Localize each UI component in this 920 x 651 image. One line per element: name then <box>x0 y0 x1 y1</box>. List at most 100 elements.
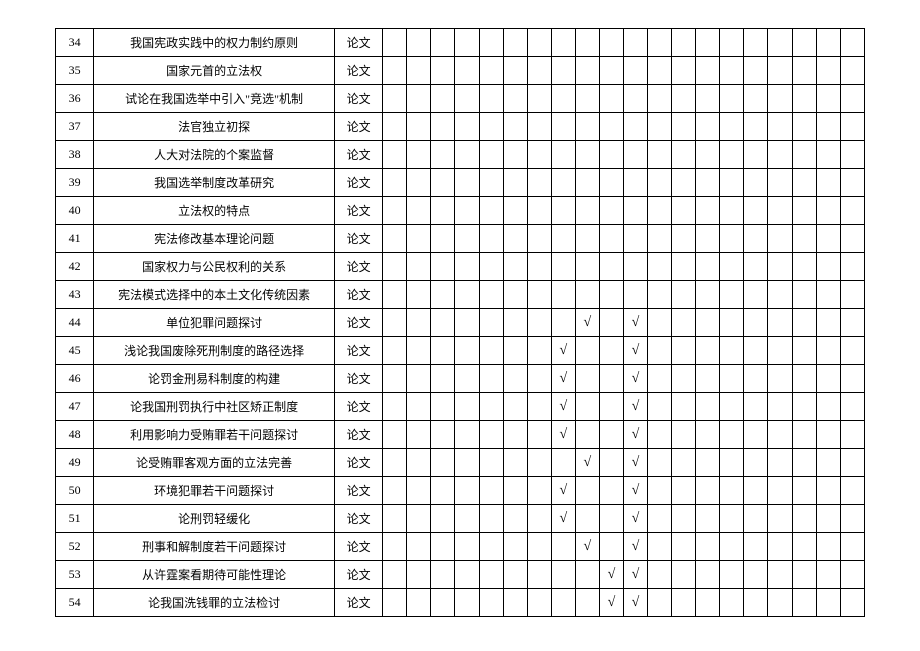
check-cell <box>479 281 503 309</box>
check-cell: √ <box>623 561 647 589</box>
check-cell <box>623 141 647 169</box>
row-title: 法官独立初探 <box>94 113 335 141</box>
check-cell <box>696 393 720 421</box>
check-cell: √ <box>623 505 647 533</box>
check-cell <box>407 309 431 337</box>
check-cell <box>503 57 527 85</box>
check-cell <box>672 393 696 421</box>
check-cell <box>648 197 672 225</box>
table-row: 38人大对法院的个案监督论文 <box>56 141 865 169</box>
check-cell <box>599 197 623 225</box>
check-cell <box>792 141 816 169</box>
check-cell <box>792 337 816 365</box>
check-cell <box>768 533 792 561</box>
check-cell <box>527 365 551 393</box>
check-cell <box>599 477 623 505</box>
check-cell <box>503 533 527 561</box>
check-cell <box>575 477 599 505</box>
check-cell <box>840 253 864 281</box>
check-cell <box>575 141 599 169</box>
check-cell <box>407 281 431 309</box>
check-cell <box>479 113 503 141</box>
check-cell <box>816 589 840 617</box>
check-cell <box>503 29 527 57</box>
check-cell <box>479 589 503 617</box>
check-cell <box>648 365 672 393</box>
row-title: 宪法修改基本理论问题 <box>94 225 335 253</box>
row-number: 37 <box>56 113 94 141</box>
check-cell <box>744 421 768 449</box>
check-cell <box>599 169 623 197</box>
check-cell <box>407 505 431 533</box>
check-cell: √ <box>623 449 647 477</box>
row-title: 论我国洗钱罪的立法检讨 <box>94 589 335 617</box>
check-cell <box>816 85 840 113</box>
check-cell <box>816 561 840 589</box>
check-cell <box>551 281 575 309</box>
check-cell <box>672 477 696 505</box>
check-cell <box>383 57 407 85</box>
row-number: 35 <box>56 57 94 85</box>
check-cell <box>744 477 768 505</box>
check-cell <box>792 589 816 617</box>
row-number: 49 <box>56 449 94 477</box>
check-cell <box>503 477 527 505</box>
row-title: 论刑罚轻缓化 <box>94 505 335 533</box>
check-cell: √ <box>623 533 647 561</box>
check-cell <box>648 561 672 589</box>
check-cell <box>527 141 551 169</box>
check-cell <box>431 365 455 393</box>
check-cell <box>720 449 744 477</box>
check-cell <box>383 85 407 113</box>
check-cell <box>383 393 407 421</box>
check-cell <box>744 533 768 561</box>
check-cell <box>792 421 816 449</box>
check-cell <box>648 421 672 449</box>
table-row: 48利用影响力受贿罪若干问题探讨论文√√ <box>56 421 865 449</box>
check-cell <box>503 113 527 141</box>
check-cell <box>816 337 840 365</box>
check-cell <box>648 393 672 421</box>
table-row: 49论受贿罪客观方面的立法完善论文√√ <box>56 449 865 477</box>
check-cell <box>431 309 455 337</box>
check-cell <box>792 253 816 281</box>
check-cell <box>768 197 792 225</box>
check-cell <box>479 393 503 421</box>
check-cell: √ <box>551 337 575 365</box>
row-type: 论文 <box>335 169 383 197</box>
check-cell <box>768 169 792 197</box>
check-cell <box>407 85 431 113</box>
check-cell <box>792 365 816 393</box>
table-row: 51论刑罚轻缓化论文√√ <box>56 505 865 533</box>
check-cell <box>599 141 623 169</box>
check-cell <box>383 309 407 337</box>
check-cell: √ <box>551 421 575 449</box>
check-cell <box>455 589 479 617</box>
table-row: 35国家元首的立法权论文 <box>56 57 865 85</box>
check-cell <box>696 113 720 141</box>
row-type: 论文 <box>335 113 383 141</box>
table-row: 45浅论我国废除死刑制度的路径选择论文√√ <box>56 337 865 365</box>
check-cell <box>768 337 792 365</box>
check-cell <box>768 57 792 85</box>
row-type: 论文 <box>335 393 383 421</box>
check-cell <box>744 113 768 141</box>
check-cell <box>840 365 864 393</box>
check-cell <box>648 169 672 197</box>
check-cell <box>599 281 623 309</box>
check-cell <box>479 197 503 225</box>
check-cell: √ <box>623 477 647 505</box>
row-number: 48 <box>56 421 94 449</box>
check-cell <box>599 57 623 85</box>
check-cell <box>431 169 455 197</box>
check-cell <box>479 365 503 393</box>
check-cell <box>648 589 672 617</box>
check-cell <box>575 57 599 85</box>
check-cell <box>623 225 647 253</box>
check-cell <box>720 393 744 421</box>
check-cell <box>575 337 599 365</box>
check-cell <box>623 57 647 85</box>
check-cell <box>479 561 503 589</box>
check-cell <box>455 113 479 141</box>
check-cell <box>455 225 479 253</box>
